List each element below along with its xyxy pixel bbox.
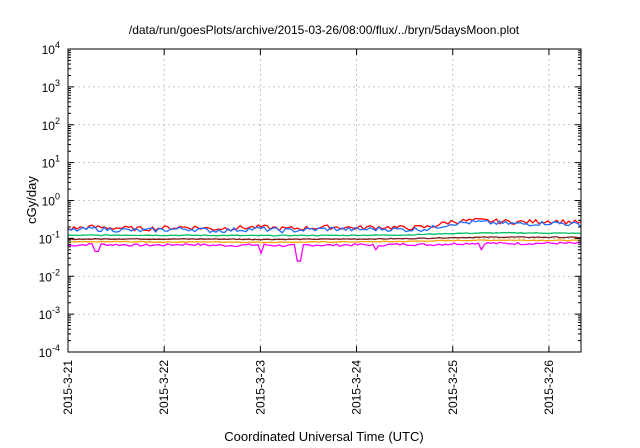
chart-title: /data/run/goesPlots/archive/2015-03-26/0… xyxy=(129,23,520,37)
y-tick-label: 10-4 xyxy=(39,343,60,360)
y-tick-label: 104 xyxy=(42,40,60,57)
series-line xyxy=(67,219,582,234)
series-line xyxy=(67,236,582,241)
y-tick-label: 103 xyxy=(42,78,60,95)
y-tick-label: 10-3 xyxy=(39,305,60,322)
tick-layer xyxy=(67,48,581,353)
x-tick-label: 2015-3-25 xyxy=(446,360,460,415)
x-tick-labels: 2015-3-21 2015-3-22 2015-3-23 2015-3-24 2015… xyxy=(61,360,556,415)
series-line xyxy=(67,241,582,262)
series-line xyxy=(67,231,582,237)
y-tick-labels: 10-4 10-3 10-2 10-1 100 101 102 103 104 xyxy=(39,40,60,360)
y-tick-label: 10-2 xyxy=(39,267,60,284)
series-line xyxy=(67,239,582,244)
y-tick-label: 102 xyxy=(42,116,60,133)
x-tick-label: 2015-3-26 xyxy=(542,360,556,415)
x-tick-label: 2015-3-24 xyxy=(350,360,364,415)
x-tick-label: 2015-3-21 xyxy=(61,360,75,415)
y-axis-label: cGy/day xyxy=(24,176,39,224)
x-axis-label: Coordinated Universal Time (UTC) xyxy=(224,429,423,444)
series-layer xyxy=(67,217,582,262)
series-line xyxy=(67,217,582,232)
grid-layer xyxy=(68,49,581,352)
x-tick-label: 2015-3-23 xyxy=(253,360,267,415)
y-tick-label: 101 xyxy=(42,154,60,171)
y-tick-label: 10-1 xyxy=(39,229,60,246)
x-tick-label: 2015-3-22 xyxy=(157,360,171,415)
y-tick-label: 100 xyxy=(42,192,60,209)
